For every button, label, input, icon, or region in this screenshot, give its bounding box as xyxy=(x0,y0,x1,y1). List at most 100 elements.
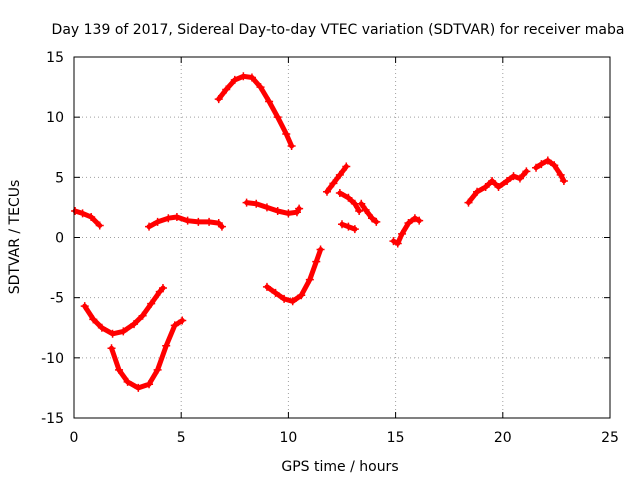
data-point xyxy=(287,142,296,151)
data-point xyxy=(153,217,162,226)
data-point xyxy=(252,199,261,208)
series-segment xyxy=(264,247,324,304)
series-segment xyxy=(216,73,295,149)
x-axis-label: GPS time / hours xyxy=(281,459,398,475)
data-point xyxy=(350,225,359,234)
data-point xyxy=(262,282,271,291)
data-point xyxy=(89,315,98,324)
data-point xyxy=(329,179,338,188)
data-point xyxy=(230,75,239,84)
data-point xyxy=(107,344,116,353)
x-tick-label: 10 xyxy=(279,430,297,446)
data-point xyxy=(295,204,304,213)
series-layer xyxy=(71,72,568,392)
data-point xyxy=(256,83,265,92)
data-point xyxy=(164,214,173,223)
x-tick-label: 20 xyxy=(494,430,512,446)
data-point xyxy=(543,156,552,165)
data-point xyxy=(288,297,297,306)
data-point xyxy=(344,222,353,231)
data-point xyxy=(322,187,331,196)
data-point xyxy=(481,182,490,191)
chart-title: Day 139 of 2017, Sidereal Day-to-day VTE… xyxy=(52,22,625,38)
data-point xyxy=(389,237,398,246)
data-point xyxy=(262,203,271,212)
data-point xyxy=(522,167,531,176)
data-point xyxy=(170,321,179,330)
y-axis-label: SDTVAR / TECUs xyxy=(7,180,23,295)
data-point xyxy=(242,198,251,207)
data-point xyxy=(172,213,181,222)
x-tick-label: 15 xyxy=(387,430,405,446)
data-point xyxy=(338,220,346,229)
data-point xyxy=(134,383,143,392)
data-point xyxy=(194,217,203,226)
data-point xyxy=(147,299,156,308)
y-tick-label: 5 xyxy=(55,170,64,186)
data-point xyxy=(372,217,381,226)
data-point xyxy=(145,380,154,389)
data-point xyxy=(532,163,541,172)
data-point xyxy=(162,341,171,350)
data-point xyxy=(280,294,289,303)
data-point xyxy=(78,209,87,218)
y-axis: -15 -10 -5 0 5 10 15 xyxy=(41,50,610,427)
data-point xyxy=(214,95,223,104)
data-point xyxy=(342,162,351,171)
data-point xyxy=(247,73,256,82)
data-point xyxy=(305,275,314,284)
y-tick-label: -10 xyxy=(41,351,64,367)
data-point xyxy=(71,207,80,216)
data-point xyxy=(97,323,106,332)
y-tick-label: 15 xyxy=(46,50,64,66)
data-point xyxy=(559,176,568,185)
series-segment xyxy=(324,164,349,195)
data-point xyxy=(119,327,128,336)
data-point xyxy=(138,311,147,320)
data-point xyxy=(273,207,282,216)
y-tick-label: -15 xyxy=(41,411,64,427)
x-axis: 0 5 10 15 20 25 xyxy=(70,57,619,446)
y-tick-label: 0 xyxy=(55,231,64,247)
data-point xyxy=(355,207,364,216)
data-point xyxy=(239,72,248,81)
data-point xyxy=(509,172,518,181)
data-point xyxy=(537,160,546,169)
data-point xyxy=(473,187,482,196)
data-point xyxy=(158,284,167,293)
data-point xyxy=(316,245,325,254)
data-point xyxy=(80,302,89,311)
data-point xyxy=(284,209,293,218)
series-segment xyxy=(72,208,103,228)
data-point xyxy=(494,182,503,191)
data-point xyxy=(361,205,370,214)
data-point xyxy=(464,198,473,207)
data-point xyxy=(95,221,104,230)
data-point xyxy=(550,161,559,170)
data-point xyxy=(265,97,274,106)
data-point xyxy=(153,365,162,374)
data-point xyxy=(357,199,366,208)
y-tick-label: -5 xyxy=(50,291,64,307)
data-point xyxy=(217,222,226,231)
grid xyxy=(74,57,610,418)
series-segment xyxy=(358,201,379,225)
data-point xyxy=(415,216,424,225)
data-point xyxy=(503,176,512,185)
data-point xyxy=(398,229,407,238)
x-tick-label: 0 xyxy=(70,430,79,446)
data-point xyxy=(335,188,344,197)
data-point xyxy=(556,170,565,179)
data-point xyxy=(87,213,96,222)
data-point xyxy=(123,377,132,386)
data-point xyxy=(410,214,419,223)
data-point xyxy=(271,288,280,297)
series-segment xyxy=(337,190,362,214)
data-point xyxy=(393,239,402,248)
data-point xyxy=(488,176,497,185)
data-point xyxy=(130,320,139,329)
data-point xyxy=(368,214,377,223)
data-point xyxy=(145,222,154,231)
data-point xyxy=(312,257,321,266)
